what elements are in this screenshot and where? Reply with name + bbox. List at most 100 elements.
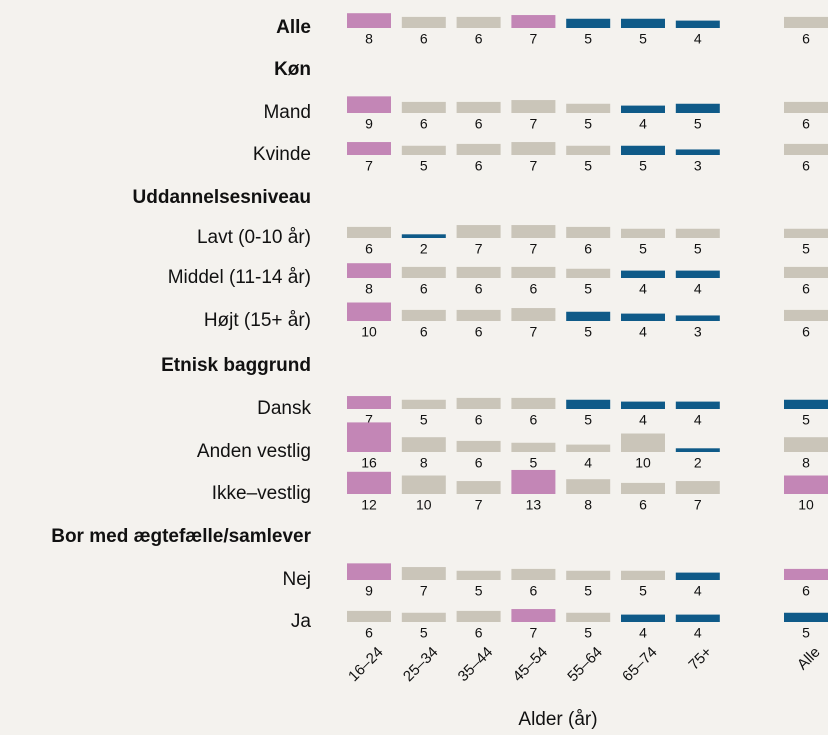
value-label: 6	[802, 583, 810, 599]
value-label: 7	[530, 116, 538, 132]
value-label: 6	[475, 158, 483, 174]
bar	[621, 105, 665, 113]
bar	[675, 572, 720, 580]
bar	[621, 313, 665, 321]
bar	[675, 481, 720, 494]
bar	[347, 263, 391, 278]
bar	[347, 13, 391, 28]
bar	[784, 228, 828, 238]
bar	[401, 612, 446, 622]
value-label: 3	[694, 324, 702, 340]
row-label: Anden vestlig	[197, 441, 311, 462]
value-label: 7	[365, 412, 373, 428]
value-label: 5	[420, 158, 428, 174]
value-label: 4	[639, 625, 647, 641]
value-label: 5	[584, 583, 592, 599]
row-label: Højt (15+ år)	[204, 310, 311, 331]
bar	[784, 16, 828, 28]
value-label: 5	[584, 412, 592, 428]
value-label: 5	[584, 158, 592, 174]
bar	[566, 226, 611, 238]
value-label: 5	[639, 31, 647, 47]
bar	[621, 228, 665, 238]
value-label: 6	[639, 497, 647, 513]
bar	[675, 270, 720, 278]
value-label: 4	[694, 583, 702, 599]
row-label: Alle	[276, 17, 311, 38]
x-tick-label: 75+	[685, 643, 715, 673]
value-label: 7	[530, 625, 538, 641]
value-label: 7	[420, 583, 428, 599]
value-label: 7	[475, 241, 483, 257]
bar	[456, 397, 501, 409]
group-label: Etnisk baggrund	[161, 355, 311, 376]
bar	[401, 234, 446, 238]
value-label: 2	[694, 455, 702, 471]
value-label: 4	[694, 625, 702, 641]
group-label: Uddannelsesniveau	[133, 187, 311, 208]
value-label: 13	[526, 497, 542, 513]
x-tick-label: 35–44	[455, 644, 497, 686]
value-label: 8	[420, 455, 428, 471]
value-label: 6	[475, 625, 483, 641]
bar	[621, 570, 665, 580]
bar	[456, 610, 501, 622]
value-label: 6	[584, 241, 592, 257]
value-label: 9	[365, 116, 373, 132]
value-label: 7	[530, 241, 538, 257]
x-tick-label: 45–54	[510, 644, 552, 686]
bar	[347, 471, 391, 494]
bar	[675, 228, 720, 238]
bar	[347, 142, 391, 155]
value-label: 6	[420, 116, 428, 132]
value-label: 6	[802, 324, 810, 340]
value-label: 10	[635, 455, 651, 471]
bar	[784, 437, 828, 452]
value-label: 5	[420, 412, 428, 428]
value-label: 12	[361, 497, 377, 513]
bar	[456, 309, 501, 321]
value-label: 6	[420, 31, 428, 47]
bar	[566, 399, 611, 409]
bar	[784, 266, 828, 278]
bar	[456, 143, 501, 155]
value-label: 7	[694, 497, 702, 513]
value-label: 4	[694, 281, 702, 297]
bar	[675, 315, 720, 321]
bar	[675, 103, 720, 113]
x-tick-label: 16–24	[345, 644, 387, 686]
bar	[566, 612, 611, 622]
bar	[511, 568, 556, 580]
x-tick-label: Alle	[794, 644, 824, 674]
bar	[401, 16, 446, 28]
value-label: 5	[639, 158, 647, 174]
value-label: 6	[802, 31, 810, 47]
value-label: 8	[802, 455, 810, 471]
value-label: 4	[639, 116, 647, 132]
bar	[511, 442, 556, 452]
bar	[511, 225, 556, 238]
value-label: 5	[694, 241, 702, 257]
bar	[784, 612, 828, 622]
bar	[566, 145, 611, 155]
value-label: 5	[639, 583, 647, 599]
bar	[511, 609, 556, 622]
value-label: 6	[475, 116, 483, 132]
bar	[456, 225, 501, 238]
value-label: 6	[802, 116, 810, 132]
bar	[566, 570, 611, 580]
bar	[784, 475, 828, 494]
group-label: Bor med ægtefælle/samlever	[51, 526, 311, 547]
value-label: 2	[420, 241, 428, 257]
bar	[784, 101, 828, 113]
bar	[566, 18, 611, 28]
bar	[456, 481, 501, 494]
bar	[511, 100, 556, 113]
value-label: 5	[584, 625, 592, 641]
value-label: 6	[365, 241, 373, 257]
value-label: 6	[802, 281, 810, 297]
bar	[347, 96, 391, 113]
bar	[401, 309, 446, 321]
bar	[511, 142, 556, 155]
value-label: 6	[420, 324, 428, 340]
